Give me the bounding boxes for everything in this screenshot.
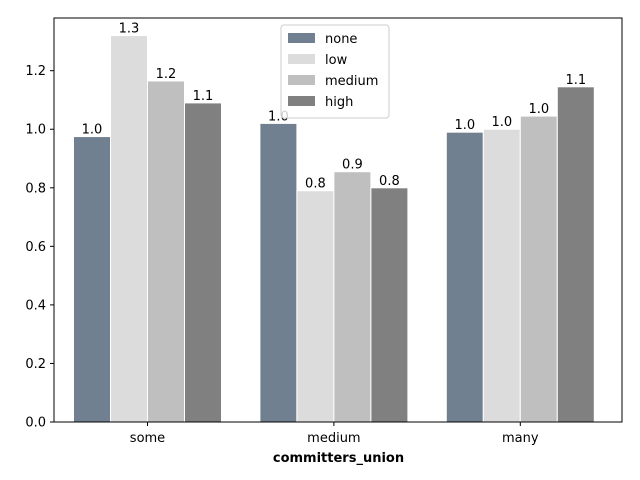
bar-high-some	[184, 102, 222, 423]
data-label-none-many: 1.0	[454, 118, 475, 133]
bar-none-some	[73, 136, 111, 423]
bar-medium-some	[147, 80, 185, 423]
x-tick-label: some	[130, 431, 165, 446]
legend-label-low: low	[325, 53, 348, 68]
data-label-low-some: 1.3	[119, 22, 140, 37]
y-tick-label: 1.2	[25, 64, 46, 79]
data-label-medium-some: 1.2	[156, 67, 177, 82]
bar-low-medium	[296, 190, 335, 423]
bar-high-many	[556, 86, 595, 423]
y-tick-label: 0.6	[25, 240, 46, 255]
bar-medium-many	[519, 115, 558, 423]
legend-label-none: none	[325, 32, 357, 47]
legend-swatch-none	[288, 33, 315, 43]
plot-frame	[53, 17, 623, 423]
data-label-none-some: 1.0	[82, 123, 103, 138]
legend-swatch-high	[288, 96, 315, 106]
data-label-high-many: 1.1	[565, 73, 586, 88]
bar-low-many	[482, 128, 521, 423]
y-tick-label: 0.8	[25, 181, 46, 196]
y-axis: 0.0 0.2 0.4 0.6 0.8 1.0 1.2	[25, 64, 54, 431]
y-tick-label: 0.2	[25, 357, 46, 372]
data-label-medium-medium: 0.9	[342, 158, 363, 173]
data-label-medium-many: 1.0	[528, 102, 549, 117]
x-axis-title: committers_union	[273, 451, 404, 466]
y-tick-label: 1.0	[25, 123, 46, 138]
data-label-low-many: 1.0	[491, 115, 512, 130]
data-label-low-medium: 0.8	[305, 177, 326, 192]
x-tick-label: many	[502, 431, 539, 446]
bar-none-many	[445, 131, 484, 423]
legend: none low medium high	[280, 24, 390, 119]
bar-high-medium	[370, 187, 409, 423]
legend-box	[280, 24, 390, 119]
data-label-high-some: 1.1	[193, 89, 214, 104]
x-axis: some medium many	[130, 422, 539, 446]
data-label-high-medium: 0.8	[379, 174, 400, 189]
legend-label-medium: medium	[325, 74, 378, 89]
legend-label-high: high	[325, 95, 353, 110]
bar-none-medium	[259, 122, 298, 423]
data-labels-group: 1.01.31.21.11.00.80.90.81.0 1.01.01.1	[82, 22, 586, 192]
legend-swatch-medium	[288, 75, 315, 85]
bars-group	[73, 35, 595, 423]
x-tick-label: medium	[307, 431, 360, 446]
bar-medium-medium	[333, 171, 372, 423]
y-tick-label: 0.0	[25, 416, 46, 431]
y-tick-label: 0.4	[25, 298, 46, 313]
legend-swatch-low	[288, 54, 315, 64]
bar-low-some	[110, 35, 148, 423]
